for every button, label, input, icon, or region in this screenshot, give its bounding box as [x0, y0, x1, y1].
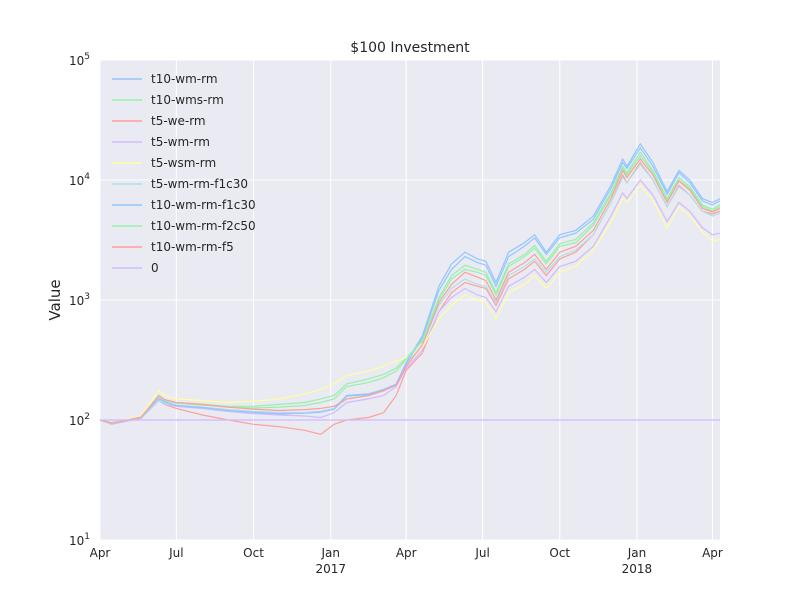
y-axis-label: Value	[46, 279, 64, 320]
legend-label: t5-wm-rm	[151, 135, 210, 149]
x-tick-label: Jul	[168, 546, 183, 560]
series-line-t5-wsm-rm	[99, 184, 721, 424]
chart-title: $100 Investment	[350, 40, 470, 56]
x-tick-label: Jan	[320, 546, 340, 560]
y-tick-label: 102	[69, 412, 90, 428]
y-tick-label: 104	[69, 172, 90, 188]
legend-label: t5-wm-rm-f1c30	[151, 177, 248, 191]
x-axis-ticks: Apr Jul Oct Jan 2017 Apr Jul Oct Jan 2018 Apr	[90, 546, 723, 576]
x-tick-label: Apr	[702, 546, 723, 560]
x-tick-label: Apr	[90, 546, 111, 560]
x-tick-year-label: 2018	[622, 562, 653, 576]
y-axis-ticks: 101 102 103 104 105	[69, 52, 90, 548]
legend-label: t5-we-rm	[151, 114, 206, 128]
grid	[99, 59, 720, 541]
y-tick-label: 103	[69, 292, 90, 308]
series-line-t5-wm-rm	[99, 179, 721, 425]
series-line-t10-wm-rm-f5	[99, 157, 721, 424]
y-tick-label: 101	[69, 532, 90, 548]
series-line-t10-wm-rm-f1c30	[99, 146, 721, 424]
series-line-t5-we-rm	[99, 161, 721, 435]
legend: t10-wm-rm t10-wms-rm t5-we-rm t5-wm-rm t5-ws…	[112, 72, 256, 275]
legend-label: t5-wsm-rm	[151, 156, 216, 170]
legend-label: t10-wm-rm-f2c50	[151, 219, 256, 233]
x-tick-label: Jan	[627, 546, 647, 560]
x-tick-label: Apr	[396, 546, 417, 560]
legend-label: 0	[151, 261, 159, 275]
legend-label: t10-wm-rm-f1c30	[151, 198, 256, 212]
legend-label: t10-wm-rm	[151, 72, 218, 86]
y-tick-label: 105	[69, 52, 90, 68]
x-tick-label: Jul	[474, 546, 489, 560]
legend-label: t10-wm-rm-f5	[151, 240, 234, 254]
x-tick-year-label: 2017	[315, 562, 346, 576]
x-tick-label: Oct	[549, 546, 570, 560]
x-tick-label: Oct	[243, 546, 264, 560]
series-layer	[99, 142, 721, 435]
legend-label: t10-wms-rm	[151, 93, 224, 107]
